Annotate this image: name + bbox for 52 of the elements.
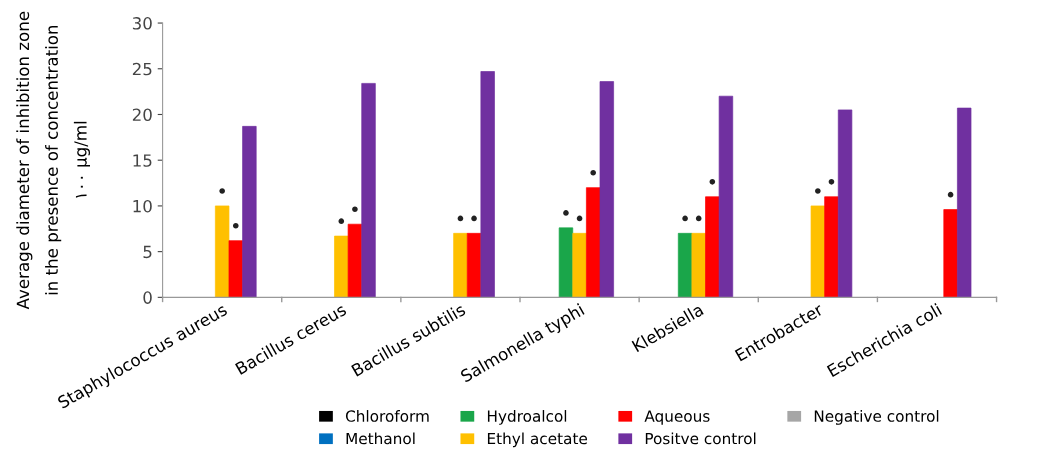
y-axis-title: Average diameter of inhibition zone in the presence of concentration ۱۰۰ μg/ml <box>16 11 90 310</box>
legend-label: Positve control <box>645 432 756 445</box>
legend-label: Hydroalcol <box>487 410 567 425</box>
data-label: • <box>682 215 688 222</box>
bar <box>572 232 587 298</box>
data-label: • <box>471 215 477 222</box>
bar <box>705 196 720 298</box>
data-label: • <box>947 191 954 198</box>
y-tick-label: 25 <box>132 62 152 76</box>
data-label: • <box>828 179 835 185</box>
legend-label: Ethyl acetate <box>487 432 588 448</box>
data-label: • <box>695 215 702 222</box>
bar <box>347 223 363 298</box>
data-label: • <box>338 218 345 224</box>
data-label: • <box>457 215 464 222</box>
y-tick-label: 5 <box>143 245 152 259</box>
bar <box>480 71 495 298</box>
data-label: • <box>219 188 225 194</box>
bar <box>453 232 468 298</box>
bar <box>361 83 376 298</box>
bar <box>586 187 601 298</box>
y-tick-label: 15 <box>133 154 152 167</box>
data-label: • <box>352 206 358 213</box>
bar <box>466 232 482 298</box>
bar <box>691 232 706 298</box>
data-label: • <box>563 210 569 216</box>
legend-label: Aqueous <box>644 410 710 425</box>
y-tick-label: 30 <box>132 17 152 30</box>
bar <box>228 240 243 298</box>
data-label: • <box>232 222 239 229</box>
data-label: • <box>709 179 716 185</box>
bar <box>943 209 958 298</box>
y-tick-label: 10 <box>133 199 152 213</box>
bar <box>558 227 574 298</box>
bar <box>599 81 614 298</box>
bar <box>215 205 230 298</box>
y-tick-label: 0 <box>143 291 152 304</box>
bar <box>810 205 825 298</box>
bar <box>957 107 972 298</box>
bar <box>334 235 349 298</box>
bar <box>718 95 734 298</box>
bar <box>837 109 853 298</box>
bar <box>242 126 257 298</box>
data-label: • <box>590 169 597 176</box>
y-tick-label: 20 <box>132 108 152 122</box>
bar <box>677 232 693 298</box>
data-label: • <box>815 188 821 194</box>
data-label: • <box>576 215 583 222</box>
legend-label: Negative control <box>814 410 939 425</box>
bar <box>824 196 839 298</box>
legend-label: Methanol <box>346 432 415 445</box>
legend-label: Chloroform <box>345 410 429 422</box>
